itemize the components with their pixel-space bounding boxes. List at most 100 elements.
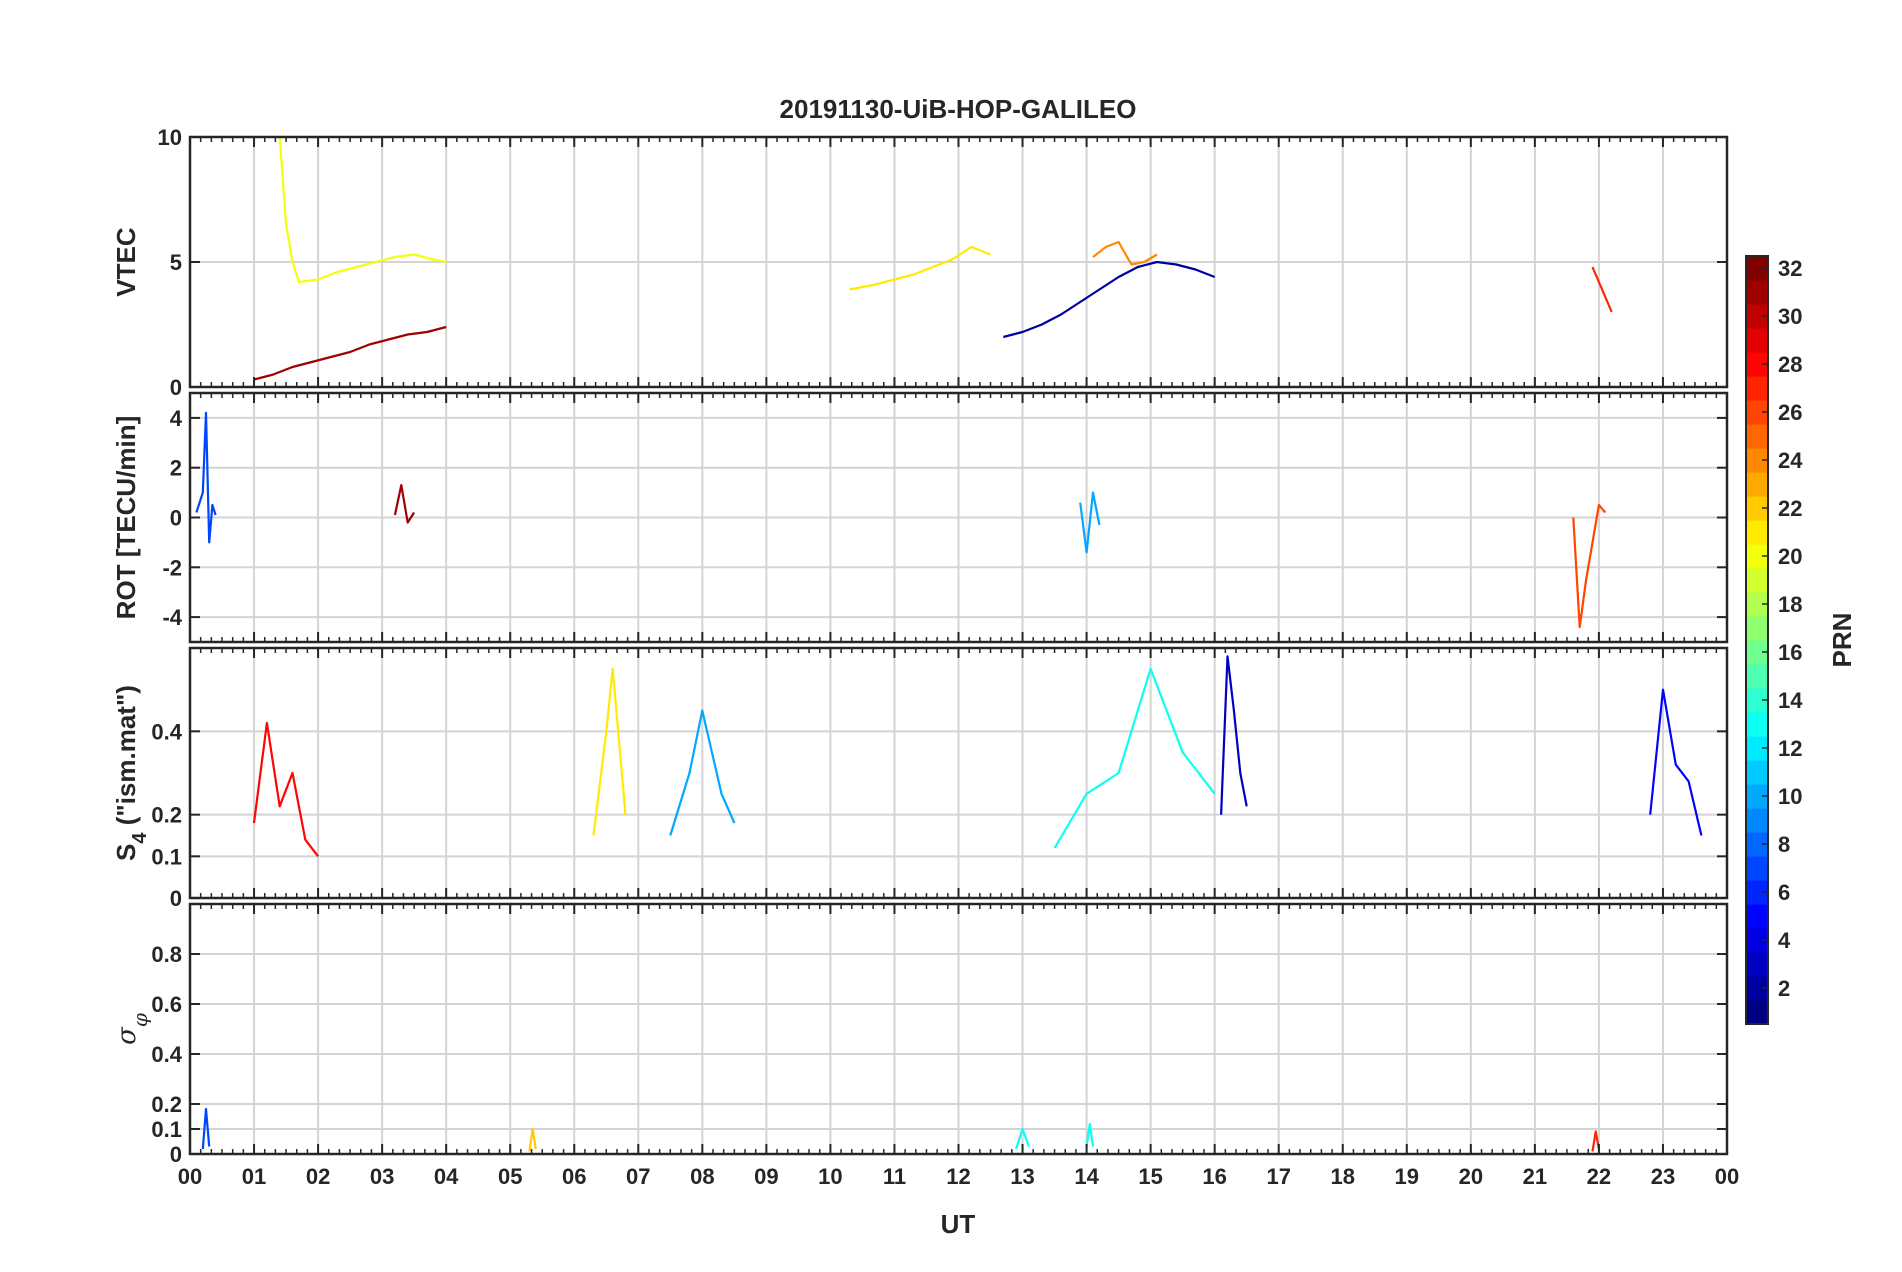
- series-prn-26: [1572, 503, 1607, 629]
- colorbar-tick-label: 28: [1778, 352, 1802, 377]
- series-prn-27: [1591, 1130, 1600, 1152]
- series-prn-28: [252, 721, 319, 857]
- y-tick-label: 0: [170, 1142, 182, 1167]
- x-tick-label: 10: [818, 1164, 842, 1189]
- colorbar-segment: [1746, 304, 1768, 329]
- series-prn-2: [1003, 260, 1216, 339]
- series-prn-13: [1015, 1127, 1030, 1150]
- colorbar-segment: [1746, 760, 1768, 785]
- y-tick-label: 0.2: [151, 803, 182, 828]
- series-prn-31: [393, 484, 416, 524]
- colorbar-segment: [1746, 376, 1768, 401]
- x-tick-label: 07: [626, 1164, 650, 1189]
- colorbar-segment: [1746, 976, 1768, 1001]
- y-axis-label: ROT [TECU/min]: [111, 416, 141, 620]
- series-prn-5: [1649, 688, 1703, 836]
- y-tick-label: 0: [170, 375, 182, 400]
- colorbar-tick-label: 2: [1778, 976, 1790, 1001]
- panel-frame: [188, 646, 1729, 900]
- series-prn-7: [195, 411, 217, 544]
- colorbar-segment: [1746, 520, 1768, 545]
- colorbar-tick-label: 26: [1778, 400, 1802, 425]
- colorbar-segment: [1746, 856, 1768, 881]
- colorbar-segment: [1746, 736, 1768, 761]
- y-tick-label: 0.8: [151, 942, 182, 967]
- x-tick-label: 02: [306, 1164, 330, 1189]
- series-prn-31: [253, 325, 447, 381]
- colorbar-segment: [1746, 448, 1768, 473]
- x-tick-label: 14: [1074, 1164, 1099, 1189]
- y-tick-label: 0.6: [151, 992, 182, 1017]
- colorbar-segment: [1746, 616, 1768, 641]
- x-tick-label: 09: [754, 1164, 778, 1189]
- series-prn-20: [278, 136, 447, 284]
- x-tick-label: 04: [434, 1164, 459, 1189]
- y-tick-label: 0.1: [151, 844, 182, 869]
- colorbar-tick-label: 24: [1778, 448, 1803, 473]
- x-tick-label: 22: [1587, 1164, 1611, 1189]
- chart-title: 20191130-UiB-HOP-GALILEO: [780, 94, 1137, 124]
- colorbar-frame: [1745, 255, 1769, 1025]
- y-tick-label: 2: [170, 456, 182, 481]
- series-prn-13: [1085, 1122, 1095, 1147]
- y-tick-label: 0.2: [151, 1092, 182, 1117]
- colorbar-label: PRN: [1827, 613, 1857, 668]
- x-tick-label: 16: [1202, 1164, 1226, 1189]
- y-tick-label: 4: [170, 406, 183, 431]
- panel-vtec: 0 5 10 VTEC: [111, 125, 1729, 400]
- colorbar-tick-label: 30: [1778, 304, 1802, 329]
- x-tick-label: 13: [1010, 1164, 1034, 1189]
- y-axis-label: VTEC: [111, 227, 141, 297]
- x-tick-label: 08: [690, 1164, 714, 1189]
- colorbar-segment: [1746, 712, 1768, 737]
- x-tick-label: 06: [562, 1164, 586, 1189]
- colorbar-segment: [1746, 592, 1768, 617]
- x-tick-label: 00: [178, 1164, 202, 1189]
- colorbar-tick-label: 14: [1778, 688, 1803, 713]
- colorbar-tick-label: 22: [1778, 496, 1802, 521]
- series-prn-21: [849, 245, 991, 291]
- colorbar-segment: [1746, 952, 1768, 977]
- x-tick-label: 19: [1395, 1164, 1419, 1189]
- y-axis-label: S4 ("ism.mat"): [111, 685, 151, 861]
- x-tick-label: 23: [1651, 1164, 1675, 1189]
- x-tick-label: 17: [1266, 1164, 1290, 1189]
- x-tick-label: 01: [242, 1164, 266, 1189]
- x-tick-label: 05: [498, 1164, 522, 1189]
- series-prn-10: [1079, 491, 1101, 554]
- series-prn-27: [1591, 266, 1613, 313]
- colorbar-segment: [1746, 280, 1768, 305]
- panel-frame: [188, 135, 1729, 389]
- colorbar-segment: [1746, 400, 1768, 425]
- colorbar-segment: [1746, 256, 1768, 281]
- y-axis-label: σφ: [112, 1013, 152, 1045]
- y-tick-label: -4: [162, 605, 182, 630]
- panel-sigphi: 00.10.2 0.4 0.6 0.8 σφ 00 01 02 03 04 05 06 07 08 09 10…: [112, 902, 1739, 1189]
- series-prn-7: [201, 1107, 211, 1150]
- x-tick-label: 00: [1715, 1164, 1739, 1189]
- colorbar-tick-label: 10: [1778, 784, 1802, 809]
- colorbar-segment: [1746, 664, 1768, 689]
- colorbar-tick-label: 4: [1778, 928, 1791, 953]
- colorbar-segment: [1746, 472, 1768, 497]
- colorbar-segment: [1746, 808, 1768, 833]
- colorbar-segment: [1746, 832, 1768, 857]
- series-prn-21: [592, 667, 627, 836]
- panel-s4: 0 0.1 0.2 0.4S4 ("ism.mat"): [111, 646, 1729, 911]
- y-tick-label: 0.4: [151, 719, 182, 744]
- panel-frame: [188, 391, 1729, 644]
- x-tick-label: 11: [883, 1164, 906, 1189]
- x-tick-label: 15: [1138, 1164, 1162, 1189]
- x-tick-label: 18: [1331, 1164, 1355, 1189]
- colorbar-segment: [1746, 352, 1768, 377]
- colorbar-tick-label: 18: [1778, 592, 1802, 617]
- colorbar-tick-label: 8: [1778, 832, 1790, 857]
- y-tick-label: 10: [158, 125, 182, 150]
- y-tick-label: 0: [170, 886, 182, 911]
- series-prn-24: [1092, 240, 1158, 266]
- series-prn-22: [528, 1127, 537, 1152]
- x-tick-label: 21: [1523, 1164, 1547, 1189]
- colorbar-segment: [1746, 880, 1768, 905]
- x-axis-label: UT: [941, 1209, 976, 1239]
